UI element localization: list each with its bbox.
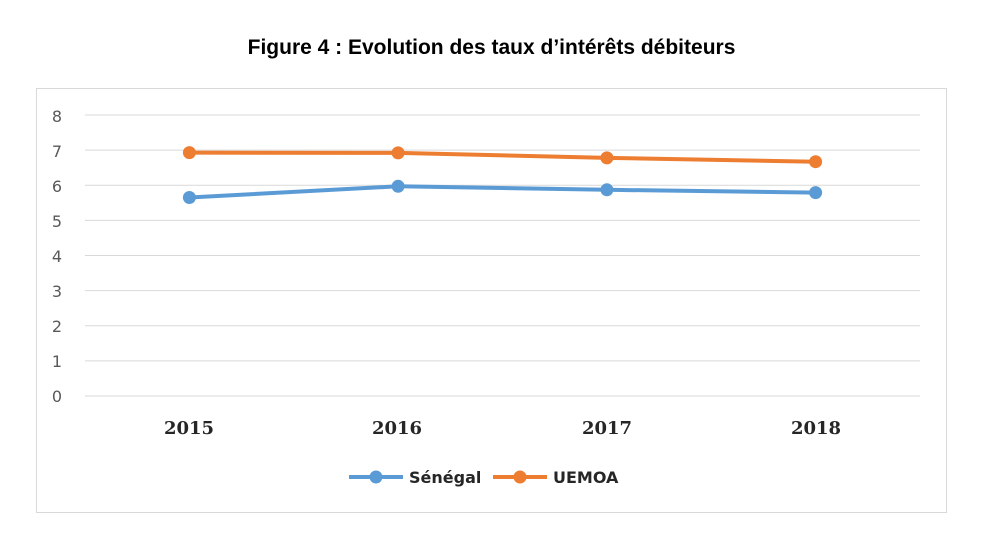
legend-label-senegal: Sénégal: [409, 468, 481, 487]
y-tick-label: 8: [52, 107, 62, 126]
x-tick-label: 2015: [164, 418, 214, 439]
data-point-senegal-2018[interactable]: [809, 186, 823, 200]
data-point-senegal-2016[interactable]: [391, 179, 405, 193]
data-point-senegal-2015[interactable]: [182, 191, 196, 204]
gridlines: [85, 114, 920, 397]
x-tick-label: 2017: [582, 418, 632, 439]
y-tick-label: 5: [52, 212, 62, 231]
legend-marker-uemoa: [513, 470, 527, 484]
data-point-uemoa-2018[interactable]: [809, 155, 823, 169]
x-tick-label: 2016: [372, 418, 422, 439]
legend-label-uemoa: UEMOA: [553, 468, 619, 487]
y-tick-label: 7: [52, 142, 62, 161]
y-tick-label: 2: [52, 317, 62, 336]
data-point-uemoa-2016[interactable]: [391, 146, 405, 160]
chart-title: Figure 4 : Evolution des taux d’intérêts…: [247, 36, 736, 59]
x-axis-ticks: 2015 2016 2017 2018: [164, 418, 841, 439]
series-lines: [182, 146, 823, 204]
y-tick-label: 3: [52, 282, 62, 301]
y-tick-label: 4: [52, 247, 62, 266]
y-axis-ticks: 0 1 2 3 4 5 6 7 8: [52, 107, 62, 406]
legend-marker-senegal: [369, 470, 383, 484]
y-tick-label: 0: [52, 387, 62, 406]
series-line-uemoa: [187, 150, 818, 164]
legend[interactable]: Sénégal UEMOA: [349, 468, 619, 487]
data-point-uemoa-2017[interactable]: [600, 151, 614, 165]
y-tick-label: 1: [52, 352, 62, 371]
data-point-uemoa-2015[interactable]: [182, 146, 196, 160]
data-point-senegal-2017[interactable]: [600, 183, 614, 197]
series-line-senegal: [187, 184, 818, 200]
y-tick-label: 6: [52, 177, 62, 196]
x-tick-label: 2018: [791, 418, 841, 439]
